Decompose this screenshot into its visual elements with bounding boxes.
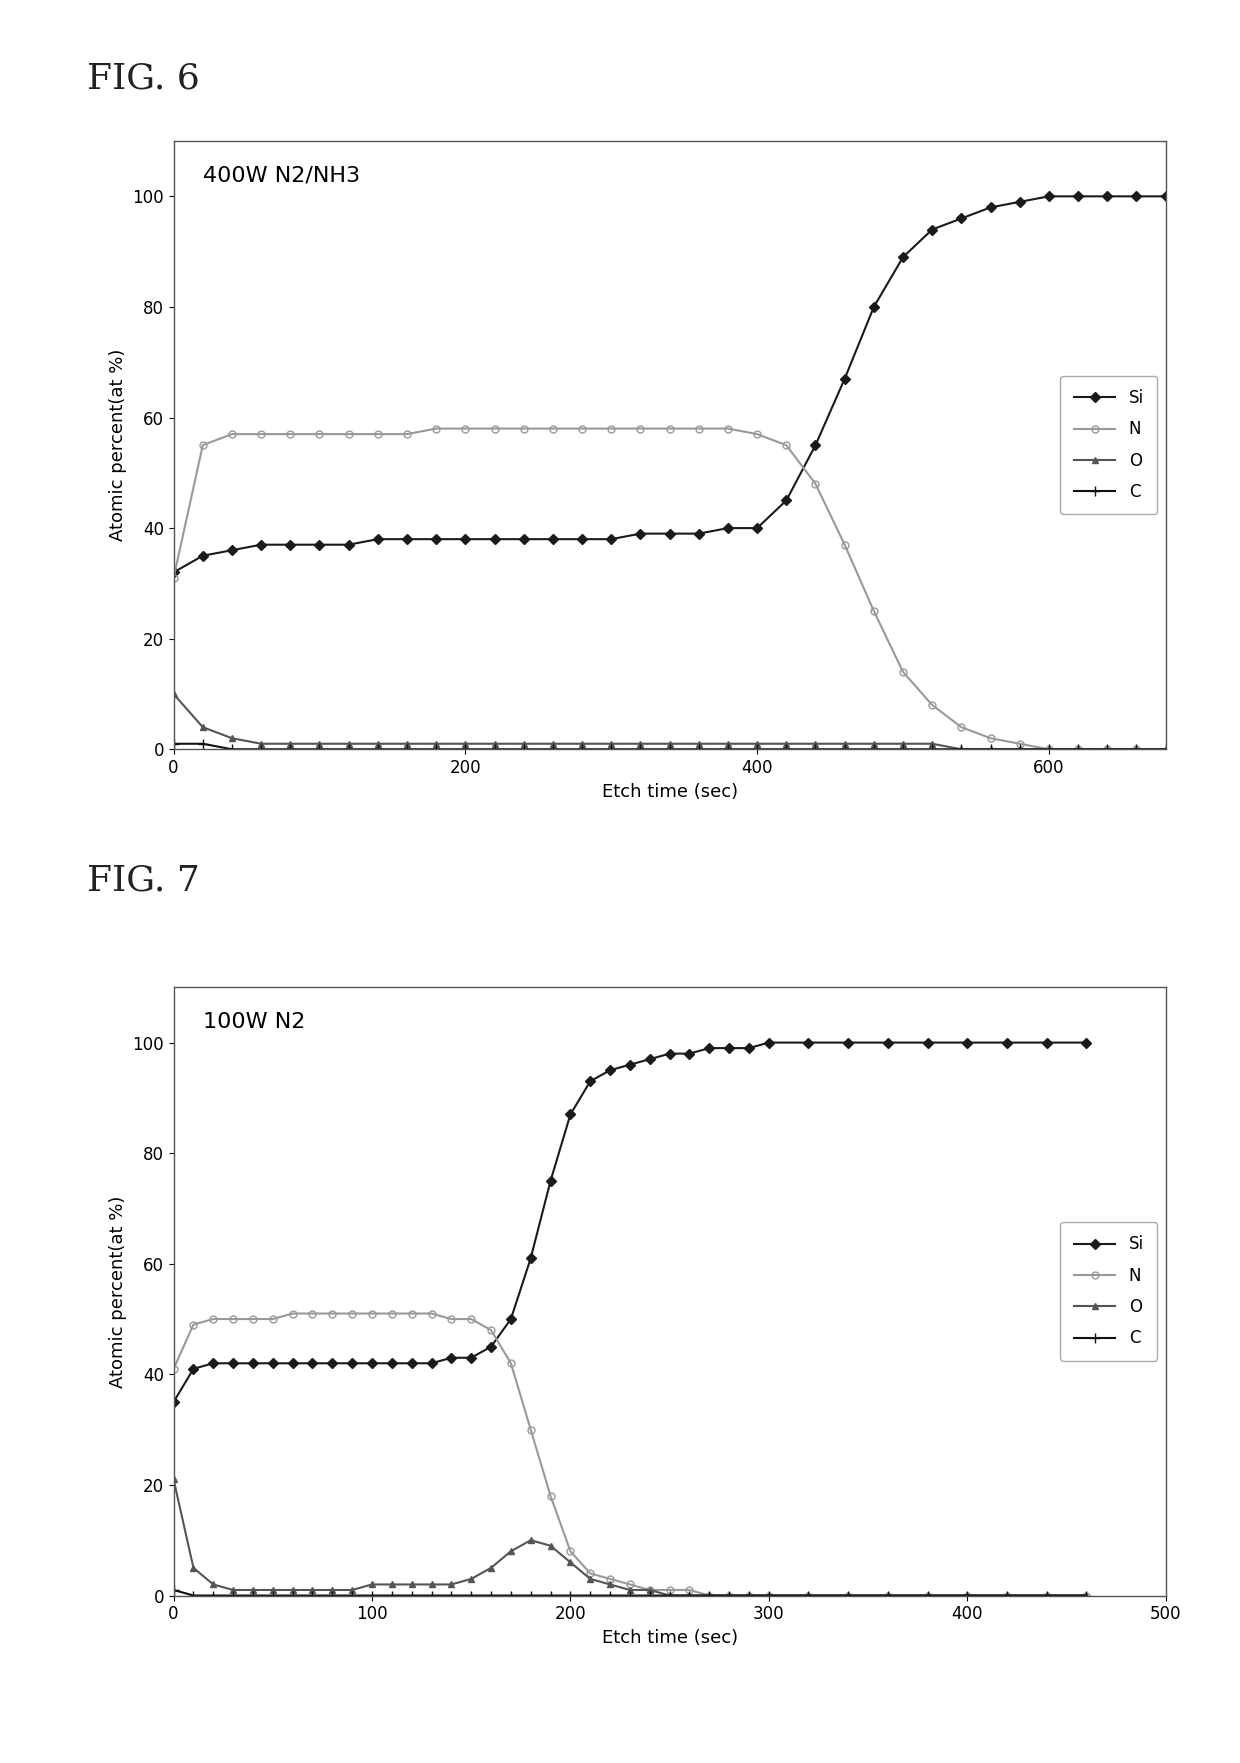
Text: FIG. 7: FIG. 7	[87, 864, 200, 897]
Text: 400W N2/NH3: 400W N2/NH3	[203, 166, 361, 185]
X-axis label: Etch time (sec): Etch time (sec)	[601, 1629, 738, 1647]
Text: FIG. 6: FIG. 6	[87, 62, 200, 95]
Y-axis label: Atomic percent(at %): Atomic percent(at %)	[109, 1195, 126, 1387]
Y-axis label: Atomic percent(at %): Atomic percent(at %)	[109, 349, 126, 541]
Text: 100W N2: 100W N2	[203, 1012, 306, 1031]
X-axis label: Etch time (sec): Etch time (sec)	[601, 783, 738, 800]
Legend: Si, N, O, C: Si, N, O, C	[1060, 1222, 1157, 1361]
Legend: Si, N, O, C: Si, N, O, C	[1060, 376, 1157, 515]
